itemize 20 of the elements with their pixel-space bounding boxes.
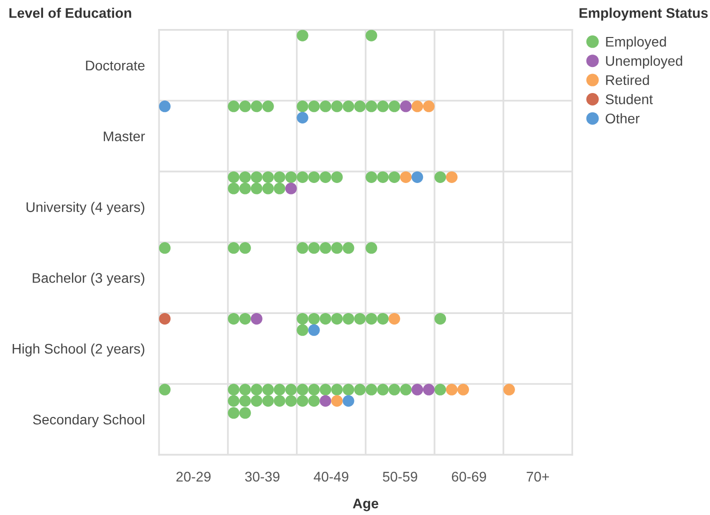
x-tick-label: 30-39: [245, 472, 280, 482]
x-axis-title: Age: [352, 498, 378, 512]
y-axis-title: Level of Education: [9, 8, 132, 18]
x-tick-label: 20-29: [176, 472, 211, 482]
legend-label: Employed: [606, 36, 666, 50]
y-tick-label: High School (2 years): [12, 343, 144, 356]
y-tick-label: Master: [104, 132, 145, 142]
legend-label: Other: [606, 113, 640, 124]
legend-label: Retired: [606, 74, 649, 86]
y-tick-label: Secondary School: [33, 414, 144, 428]
y-tick-label: University (4 years): [26, 202, 144, 215]
x-tick-label: 50-59: [382, 472, 418, 482]
y-tick-label: Doctorate: [86, 60, 145, 70]
legend-label: Student: [606, 94, 653, 104]
x-tick-label: 60-69: [452, 472, 486, 482]
x-tick-label: 70+: [526, 472, 549, 482]
legend-label: Unemployed: [606, 56, 682, 69]
legend-title: Employment Status: [580, 8, 708, 21]
y-tick-label: Bachelor (3 years): [32, 272, 144, 286]
x-tick-label: 40-49: [314, 472, 348, 482]
